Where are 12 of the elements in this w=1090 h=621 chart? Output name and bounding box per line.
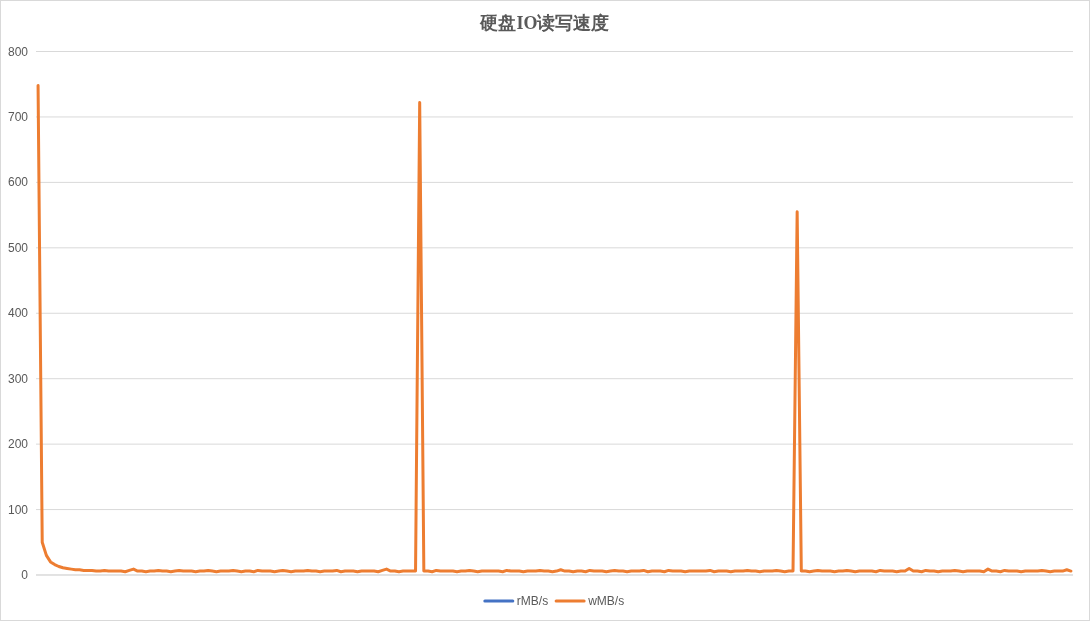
y-tick-label: 500	[7, 240, 29, 255]
y-tick-label: 700	[7, 109, 29, 124]
y-tick-label: 300	[7, 371, 29, 386]
y-tick-label: 600	[7, 175, 29, 190]
legend-label: rMB/s	[516, 594, 549, 608]
legend-label: wMB/s	[587, 594, 625, 608]
chart-title: 硬盘IO读写速度	[479, 13, 610, 33]
y-tick-label: 400	[7, 306, 29, 321]
y-tick-label: 200	[7, 437, 29, 452]
y-tick-label: 0	[21, 568, 29, 582]
y-tick-label: 100	[7, 502, 29, 517]
y-tick-label: 800	[7, 44, 29, 59]
